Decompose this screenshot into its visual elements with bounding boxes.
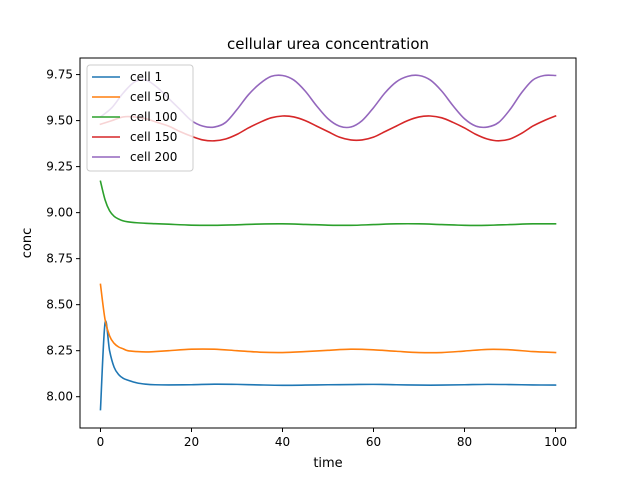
series-line-cell-50: [99, 283, 557, 354]
x-axis-label: time: [313, 456, 342, 471]
y-axis-label: conc: [20, 228, 35, 259]
y-tick-label: 8.25: [46, 344, 73, 358]
legend-label-cell-100: cell 100: [130, 110, 177, 124]
chart-title: cellular urea concentration: [227, 35, 429, 53]
x-tick-label: 20: [184, 435, 199, 449]
legend-box: [86, 64, 194, 172]
legend: cell 1 cell 50 cell 100 cell 150 cell 200: [86, 64, 194, 172]
x-tick-label: 60: [366, 435, 381, 449]
x-tick-label: 80: [457, 435, 472, 449]
y-tick-label: 9.75: [46, 68, 73, 82]
axes-frame: [79, 57, 577, 429]
y-tick-label: 9.50: [46, 114, 73, 128]
y-tick-label: 9.25: [46, 160, 73, 174]
y-tick-label: 9.00: [46, 206, 73, 220]
series-line-cell-100: [99, 180, 557, 227]
y-tick-label: 8.00: [46, 390, 73, 404]
legend-label-cell-1: cell 1: [130, 70, 162, 84]
legend-label-cell-50: cell 50: [130, 90, 170, 104]
y-tick-label: 8.50: [46, 298, 73, 312]
legend-items: cell 1 cell 50 cell 100 cell 150 cell 200: [92, 70, 177, 164]
x-tick-label: 0: [97, 435, 105, 449]
series-line-cell-1: [99, 320, 557, 411]
x-tick-label: 100: [544, 435, 567, 449]
legend-label-cell-200: cell 200: [130, 150, 177, 164]
legend-label-cell-150: cell 150: [130, 130, 177, 144]
x-axis-ticks: 0 20 40 60 80 100: [97, 428, 567, 449]
y-axis-ticks: 8.00 8.25 8.50 8.75 9.00 9.25 9.50 9.75: [46, 68, 80, 404]
y-tick-label: 8.75: [46, 252, 73, 266]
x-tick-label: 40: [275, 435, 290, 449]
